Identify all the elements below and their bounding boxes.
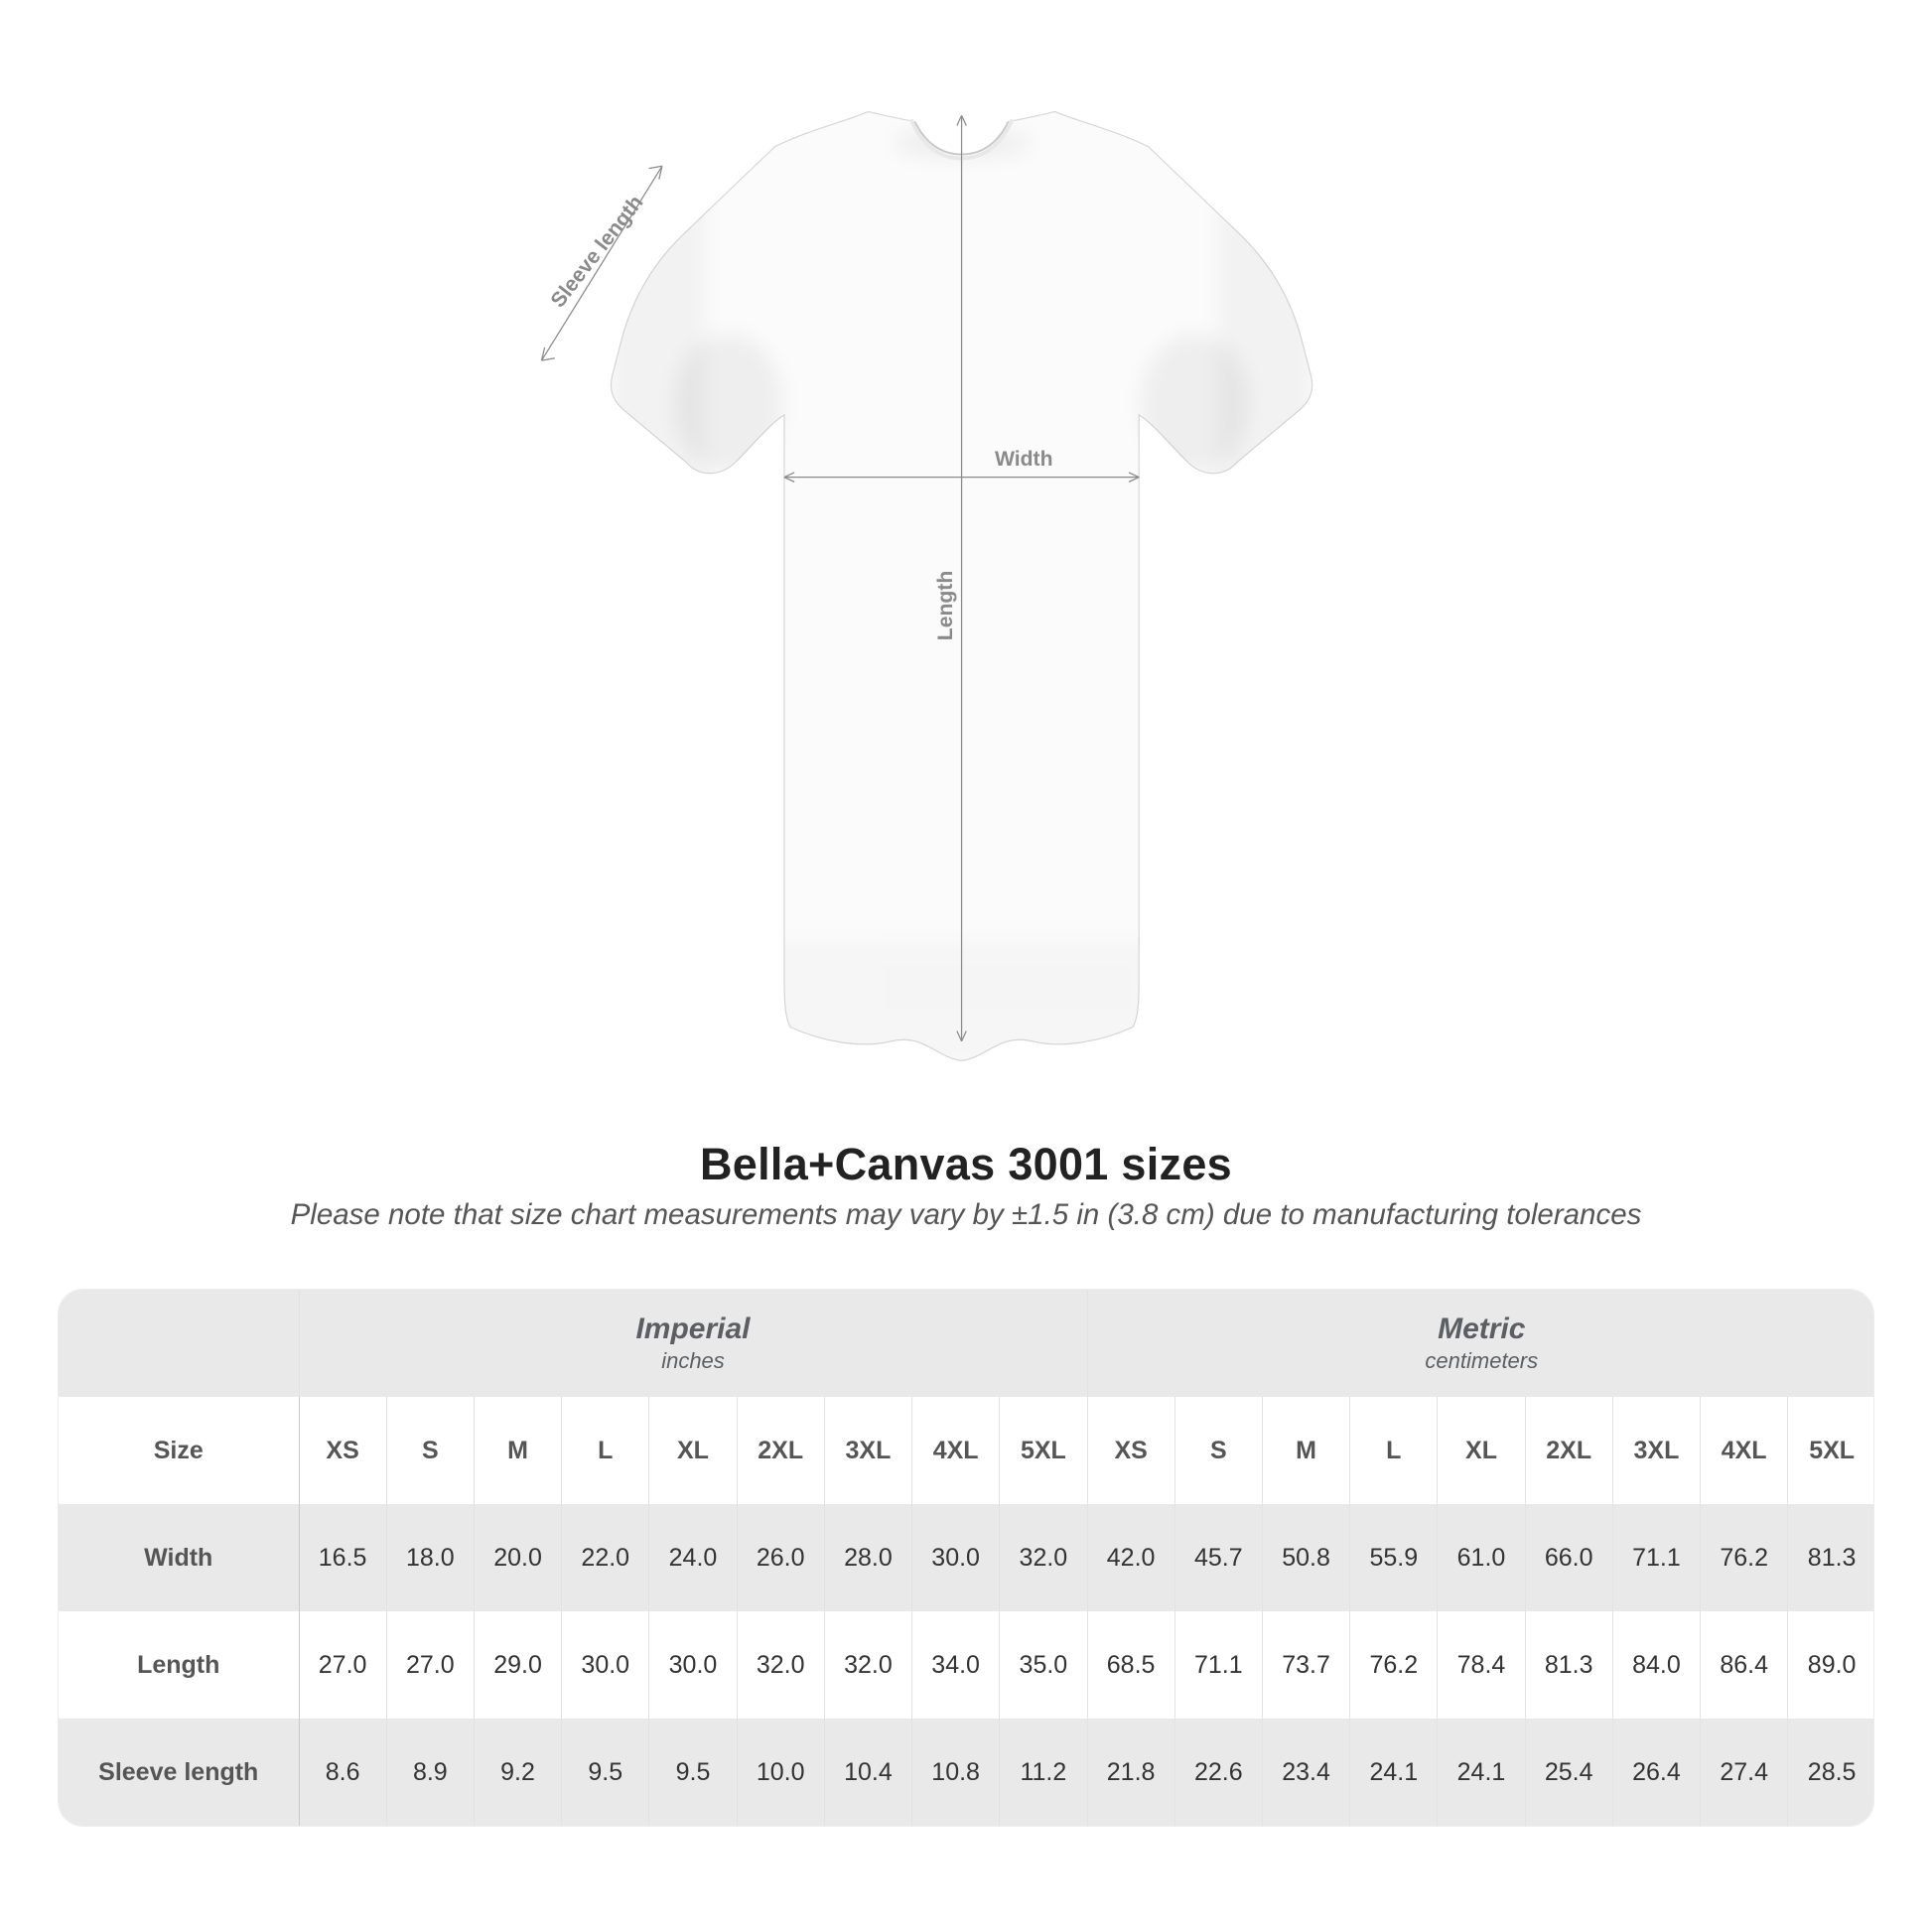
svg-text:Width: Width xyxy=(995,448,1053,471)
svg-text:Sleeve length: Sleeve length xyxy=(546,192,647,313)
svg-text:Length: Length xyxy=(934,571,957,640)
